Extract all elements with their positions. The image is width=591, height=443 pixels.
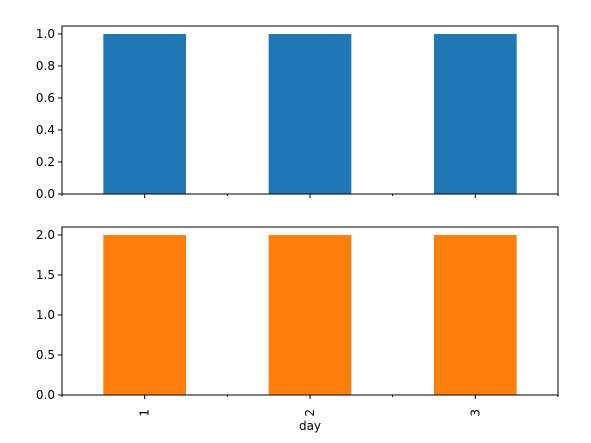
subplot-bottom: 0.0 0.5 1.0 1.5 2.0 1 2 3 day <box>36 226 559 433</box>
bars-top <box>103 34 517 194</box>
bar-3 <box>434 235 517 395</box>
y-axis-bottom: 0.0 0.5 1.0 1.5 2.0 <box>36 228 62 402</box>
y-tick-label: 0.2 <box>36 155 55 169</box>
x-tick-label: 2 <box>303 409 317 417</box>
bar-2 <box>268 235 352 395</box>
y-tick-label: 0.0 <box>36 187 55 201</box>
y-tick-label: 2.0 <box>36 228 55 242</box>
x-tick-label: 3 <box>468 409 482 417</box>
bar-1 <box>103 235 186 395</box>
y-tick-label: 1.0 <box>36 308 55 322</box>
bar-1 <box>103 34 186 194</box>
y-axis-top: 0.0 0.2 0.4 0.6 0.8 1.0 <box>36 27 62 201</box>
plot-frame-top <box>61 25 559 195</box>
y-tick-label: 0.8 <box>36 59 55 73</box>
y-tick-label: 1.0 <box>36 27 55 41</box>
y-tick-label: 0.5 <box>36 348 55 362</box>
bars-bottom <box>103 235 517 395</box>
bar-3 <box>434 34 517 194</box>
y-tick-label: 1.5 <box>36 268 55 282</box>
y-tick-label: 0.6 <box>36 91 55 105</box>
subplot-top: 0.0 0.2 0.4 0.6 0.8 1.0 <box>36 25 559 201</box>
x-axis-label: day <box>299 419 321 433</box>
y-tick-label: 0.4 <box>36 123 55 137</box>
x-tick-label: 1 <box>138 409 152 417</box>
bar-2 <box>268 34 352 194</box>
plot-frame-bottom <box>61 226 559 396</box>
y-tick-label: 0.0 <box>36 388 55 402</box>
